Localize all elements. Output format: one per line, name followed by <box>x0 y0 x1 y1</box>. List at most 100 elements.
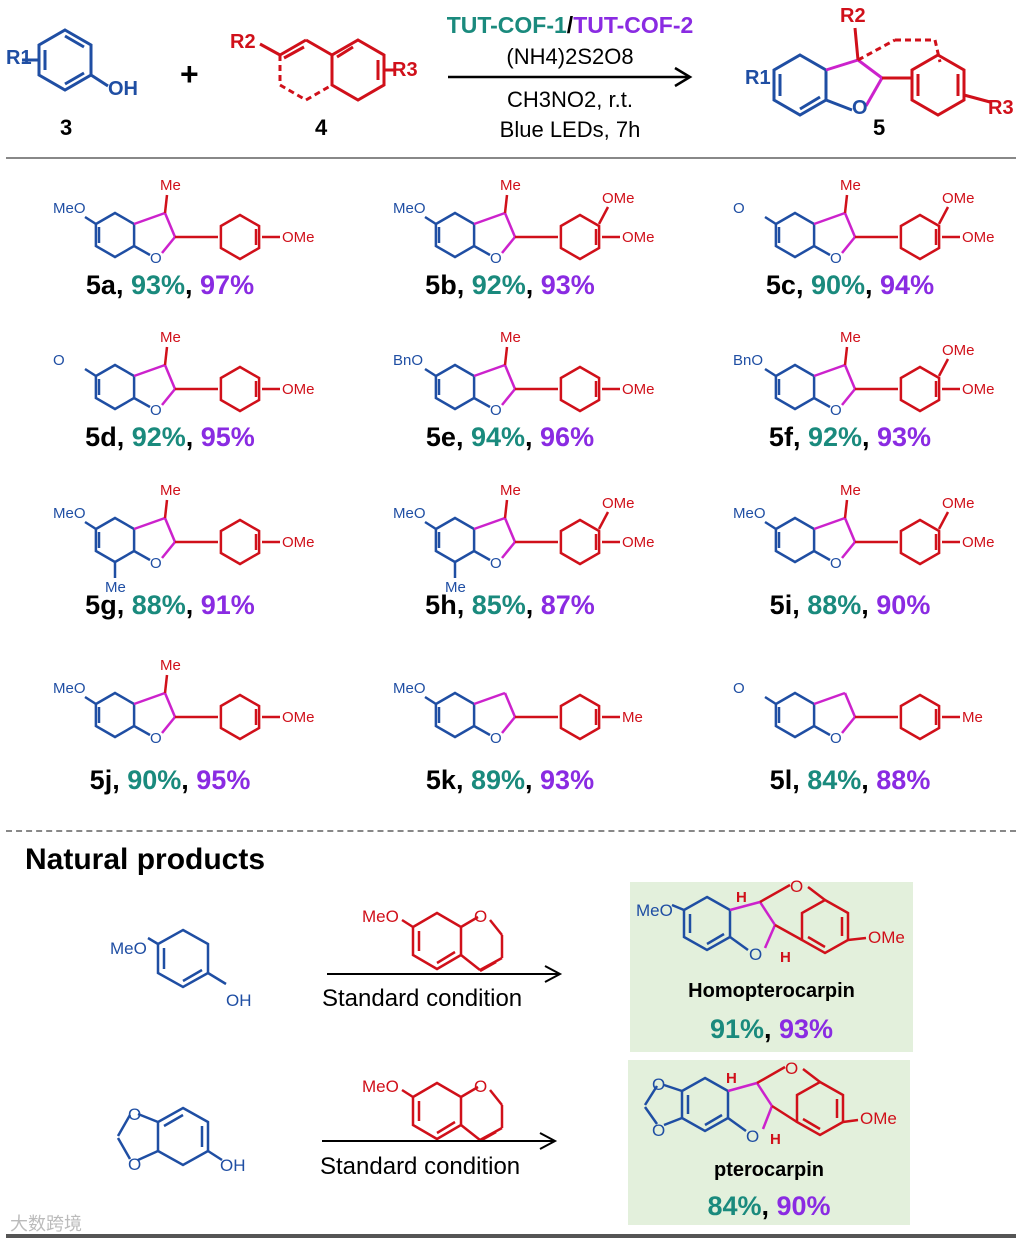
id-5g: 5g <box>85 590 117 620</box>
sep2-5h: , <box>525 590 541 620</box>
ptero-ome: OMe <box>860 1109 897 1128</box>
ring-o-5g: O <box>150 555 162 572</box>
id-5j: 5j <box>89 765 113 795</box>
yield-label-5i: 5i, 88%, 90% <box>700 590 1000 621</box>
sep-5b: , <box>456 270 472 300</box>
cof1-5f: 92% <box>807 422 862 452</box>
cof2-5f: 93% <box>877 422 932 452</box>
id-5c: 5c <box>765 270 796 300</box>
left-sub-5f: BnO <box>733 352 763 369</box>
left-sub-5g: MeO <box>53 505 86 522</box>
natural-products-heading: Natural products <box>25 843 266 876</box>
methyl-5h: Me <box>500 482 521 499</box>
yield-label-5k: 5k, 89%, 93% <box>360 765 660 796</box>
aryl-sub-b-5c: OMe <box>942 190 975 207</box>
phenol1-meo: MeO <box>110 939 147 958</box>
ring-o-5b: O <box>490 250 502 267</box>
aryl-sub-a-5g: OMe <box>282 534 315 551</box>
sep2-5i: , <box>861 590 877 620</box>
cof1-5g: 88% <box>131 590 186 620</box>
np-arrowhead-2 <box>539 1132 558 1150</box>
r3-label-4: R3 <box>392 59 418 81</box>
cof1-5l: 84% <box>807 765 862 795</box>
reactant-4-structure <box>259 38 394 102</box>
yield-label-5l: 5l, 84%, 88% <box>700 765 1000 796</box>
sep-5k: , <box>455 765 471 795</box>
yield-label-5c: 5c, 90%, 94% <box>700 270 1000 301</box>
cof1-5c: 90% <box>810 270 866 300</box>
homopterocarpin-name: Homopterocarpin <box>688 980 855 1002</box>
yield-label-5j: 5j, 90%, 95% <box>20 765 320 796</box>
extra-methyl-5g: Me <box>105 579 126 596</box>
methyl-5d: Me <box>160 329 181 346</box>
extra-methyl-5h: Me <box>445 579 466 596</box>
cof2-5h: 87% <box>540 590 595 620</box>
left-sub-5h: MeO <box>393 505 426 522</box>
cof2-5d: 95% <box>200 422 255 452</box>
cof1-5b: 92% <box>471 270 526 300</box>
sep2-5c: , <box>865 270 881 300</box>
methyl-5f: Me <box>840 329 861 346</box>
methyl-5j: Me <box>160 657 181 674</box>
sep-5h: , <box>456 590 472 620</box>
sep2-5a: , <box>185 270 201 300</box>
ptero-pyran-o: O <box>785 1059 798 1078</box>
ring-o-5j: O <box>150 730 162 747</box>
section-divider <box>6 830 1016 832</box>
pterocarpin-sep: , <box>761 1191 777 1221</box>
pterocarpin-structure <box>643 1065 859 1137</box>
sep-5d: , <box>116 422 132 452</box>
cof2-5e: 96% <box>540 422 595 452</box>
catalyst-label: TUT-COF-1/TUT-COF-2 <box>430 12 710 39</box>
pterocarpin-yield: 84%, 90% <box>628 1191 910 1222</box>
oxidant-label: (NH4)2S2O8 <box>506 44 634 69</box>
homo-meo: MeO <box>636 901 673 920</box>
sep-5l: , <box>792 765 808 795</box>
cof2-5a: 97% <box>200 270 255 300</box>
cof1-5k: 89% <box>470 765 526 795</box>
methyl-5a: Me <box>160 177 181 194</box>
chromene-structure-2 <box>401 1081 504 1143</box>
cof2-5k: 93% <box>540 765 595 795</box>
reagent2-o: O <box>474 1077 487 1096</box>
sep-5e: , <box>455 422 471 452</box>
r2-label-5: R2 <box>840 5 866 27</box>
structure-5l: O O Me <box>733 680 983 747</box>
r2-label-4: R2 <box>230 31 256 53</box>
homopterocarpin-sep: , <box>763 1014 779 1044</box>
top-divider <box>6 157 1016 159</box>
sep-5f: , <box>792 422 808 452</box>
sesamol-structure <box>116 1106 223 1167</box>
aryl-sub-a-5k: Me <box>622 709 643 726</box>
compound-5-label: 5 <box>873 115 885 140</box>
structure-5k: O MeO Me <box>393 680 643 747</box>
id-5e: 5e <box>425 422 456 452</box>
compound-3-label: 3 <box>60 115 72 140</box>
methoxyphenol-structure <box>147 928 227 989</box>
yield-label-5g: 5g, 88%, 91% <box>20 590 320 621</box>
methyl-5c: Me <box>840 177 861 194</box>
sesamol-o2: O <box>128 1155 141 1174</box>
ring-o-5i: O <box>830 555 842 572</box>
aryl-sub-a-5a: OMe <box>282 229 315 246</box>
aryl-sub-a-5l: Me <box>962 709 983 726</box>
sep-5i: , <box>792 590 808 620</box>
ptero-o1: O <box>652 1075 665 1094</box>
reagent2-meo: MeO <box>362 1077 399 1096</box>
product-structures: OMeMeOOMeOMeMeOOMeOMeOMeOOMeOMeOMeOOMeOM… <box>53 177 995 747</box>
id-5d: 5d <box>85 422 117 452</box>
sep2-5j: , <box>181 765 197 795</box>
yield-label-5f: 5f, 92%, 93% <box>700 422 1000 453</box>
phenol1-oh: OH <box>226 991 252 1010</box>
sep2-5e: , <box>525 422 541 452</box>
aryl-sub-a-5f: OMe <box>962 381 995 398</box>
reagent1-meo: MeO <box>362 907 399 926</box>
left-sub-5c: O <box>733 200 745 217</box>
left-sub-5i: MeO <box>733 505 766 522</box>
